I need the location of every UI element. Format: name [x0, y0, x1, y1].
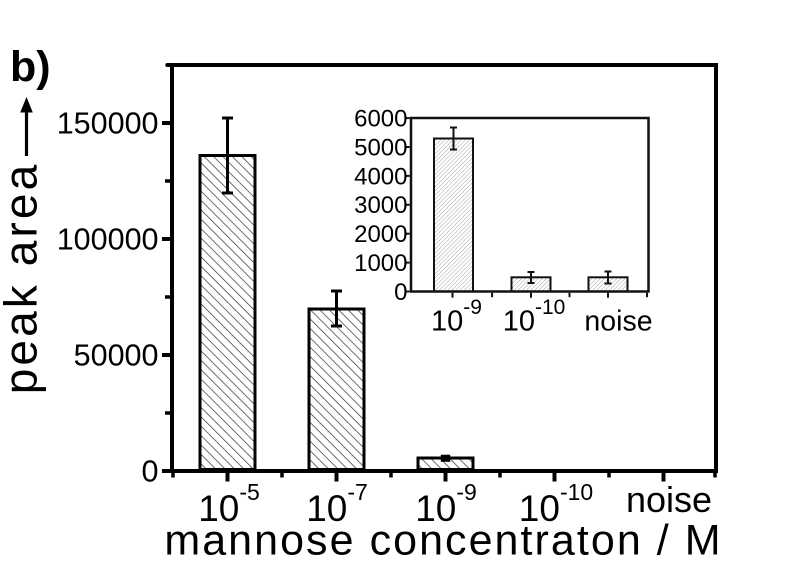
svg-text:b): b)	[10, 43, 51, 91]
svg-text:0: 0	[142, 455, 159, 489]
svg-text:100000: 100000	[57, 223, 159, 257]
svg-text:10-9: 10-9	[415, 479, 477, 529]
svg-text:noise: noise	[584, 306, 652, 338]
svg-text:2000: 2000	[354, 221, 407, 248]
svg-text:150000: 150000	[57, 107, 159, 141]
svg-text:noise: noise	[626, 479, 712, 520]
svg-text:peak area: peak area	[0, 162, 47, 395]
svg-text:3000: 3000	[354, 192, 407, 219]
svg-text:5000: 5000	[354, 134, 407, 161]
svg-text:4000: 4000	[354, 163, 407, 190]
svg-text:50000: 50000	[74, 339, 159, 373]
svg-text:mannose concentraton / M: mannose concentraton / M	[164, 517, 722, 565]
svg-text:10-7: 10-7	[306, 479, 368, 529]
svg-text:1000: 1000	[354, 250, 407, 277]
svg-text:0: 0	[394, 279, 407, 306]
svg-text:6000: 6000	[354, 106, 407, 133]
